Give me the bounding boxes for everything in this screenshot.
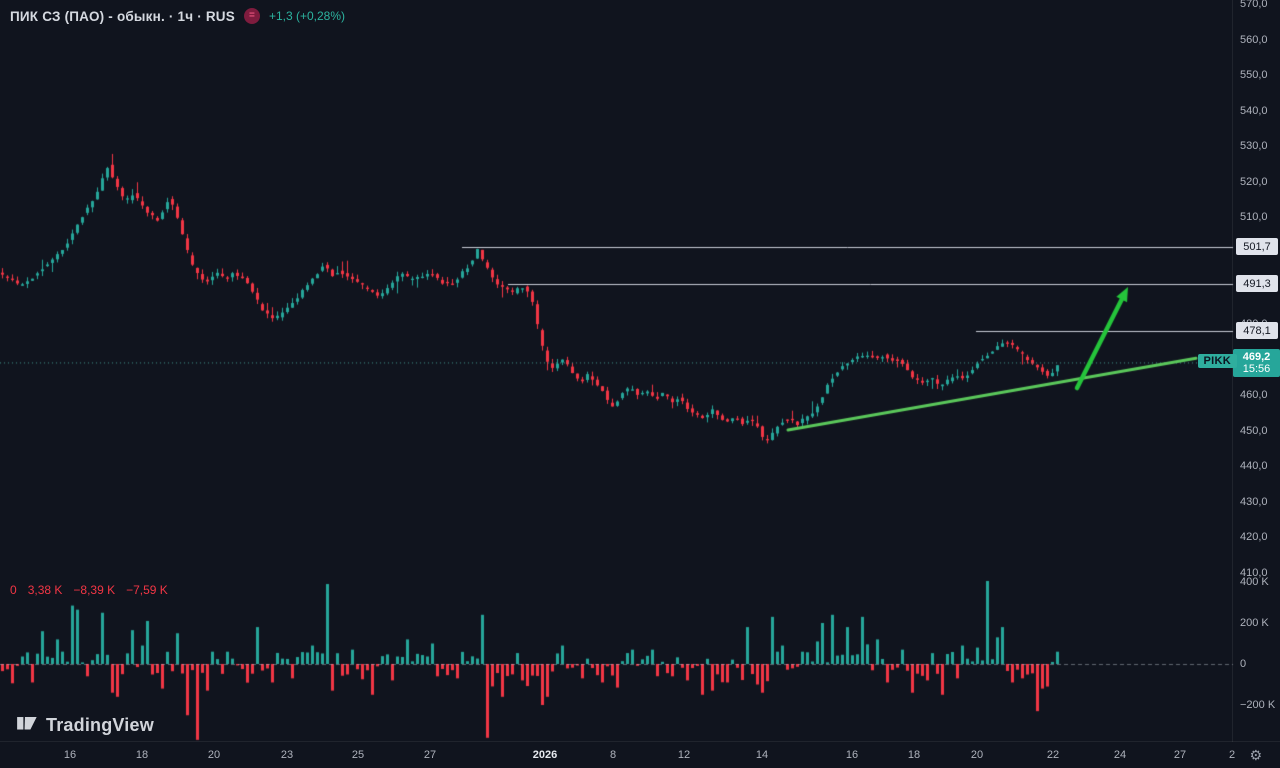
volume-legend-value: −7,59 K (126, 583, 168, 597)
price-tick-label: 530,0 (1240, 140, 1268, 153)
volume-tick-label: −200 K (1240, 699, 1276, 711)
time-tick-label: 22 (1046, 749, 1060, 761)
time-tick-label: 8 (609, 749, 617, 761)
time-tick-label: 18 (135, 749, 149, 761)
time-tick-label: 27 (1173, 749, 1187, 761)
price-tick-label: 560,0 (1240, 33, 1268, 46)
volume-tick-label: 400 K (1240, 576, 1269, 588)
volume-legend-value: −8,39 K (73, 583, 116, 597)
price-change: +1,3 (+0,28%) (268, 9, 346, 23)
time-tick-label: 25 (351, 749, 365, 761)
price-tick-label: 550,0 (1240, 69, 1268, 82)
price-tick-label: 520,0 (1240, 175, 1268, 188)
symbol-header: ПИК СЗ (ПАО) - обыкн. · 1ч · RUS = +1,3 … (10, 8, 345, 24)
volume-legend: 0 3,38 K −8,39 K −7,59 K (10, 583, 168, 597)
price-tick-label: 460,0 (1240, 389, 1268, 402)
time-tick-label: 16 (63, 749, 77, 761)
tradingview-logo[interactable]: TradingView (14, 710, 154, 740)
level-price-tag: 478,1 (1236, 322, 1278, 340)
price-axis[interactable]: 570,0560,0550,0540,0530,0520,0510,0480,0… (1232, 0, 1280, 742)
price-tick-label: 410,0 (1240, 566, 1268, 579)
volume-legend-value: 3,38 K (27, 583, 63, 597)
pikk-label[interactable]: PIKK (1197, 354, 1237, 369)
price-tick-label: 440,0 (1240, 460, 1268, 473)
price-tick-label: 510,0 (1240, 211, 1268, 224)
price-tick-label: 570,0 (1240, 0, 1268, 10)
time-tick-label: 16 (845, 749, 859, 761)
time-tick-label: 27 (423, 749, 437, 761)
time-tick-label: 20 (207, 749, 221, 761)
price-tick-label: 430,0 (1240, 495, 1268, 508)
symbol-title[interactable]: ПИК СЗ (ПАО) - обыкн. · 1ч · RUS (10, 8, 235, 24)
time-tick-label: 18 (907, 749, 921, 761)
time-tick-label: 24 (1113, 749, 1127, 761)
time-tick-label: 2 (1228, 749, 1236, 761)
time-tick-label: 14 (755, 749, 769, 761)
price-tick-label: 420,0 (1240, 531, 1268, 544)
level-price-tag: 501,7 (1236, 238, 1278, 256)
price-tick-label: 450,0 (1240, 424, 1268, 437)
volume-legend-value: 0 (10, 583, 17, 597)
time-tick-label: 12 (677, 749, 691, 761)
market-badge-icon: = (243, 8, 260, 24)
time-tick-label: 2026 (532, 749, 558, 761)
volume-tick-label: 200 K (1240, 617, 1269, 629)
last-price-tag: 469,2 15:56 (1233, 349, 1280, 378)
time-tick-label: 23 (280, 749, 294, 761)
tradingview-logo-text: TradingView (46, 714, 154, 735)
gear-icon[interactable]: ⚙ (1249, 747, 1262, 763)
volume-tick-label: 0 (1240, 658, 1247, 670)
time-tick-label: 20 (970, 749, 984, 761)
price-tick-label: 540,0 (1240, 104, 1268, 117)
tradingview-logo-icon (14, 710, 39, 740)
time-axis[interactable]: 16 18 20 23 25 27 2026 8 12 14 16 18 20 22 24 27 2 (0, 741, 1280, 768)
level-price-tag: 491,3 (1236, 275, 1278, 293)
